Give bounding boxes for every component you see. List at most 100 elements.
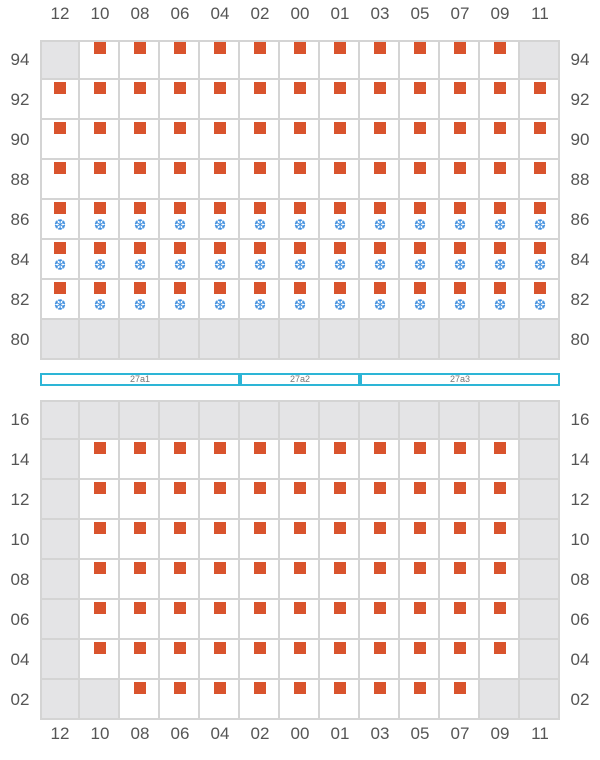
lower-seat-cell-06-06[interactable]	[160, 600, 200, 640]
seat-square-icon[interactable]	[254, 122, 266, 134]
lower-seat-cell-02-08[interactable]	[240, 560, 280, 600]
seat-square-icon[interactable]	[174, 242, 186, 254]
upper-seat-cell-11-88[interactable]	[520, 160, 560, 200]
seat-square-icon[interactable]	[414, 562, 426, 574]
seat-square-icon[interactable]	[134, 242, 146, 254]
seat-square-icon[interactable]	[214, 602, 226, 614]
seat-square-icon[interactable]	[534, 242, 546, 254]
seat-square-icon[interactable]	[134, 82, 146, 94]
seat-square-icon[interactable]	[414, 482, 426, 494]
upper-seat-cell-03-90[interactable]	[360, 120, 400, 160]
upper-seat-cell-09-86[interactable]: ❆	[480, 200, 520, 240]
lower-seat-cell-07-14[interactable]	[440, 440, 480, 480]
seat-square-icon[interactable]	[414, 82, 426, 94]
upper-seat-cell-12-82[interactable]: ❆	[40, 280, 80, 320]
seat-square-icon[interactable]	[454, 602, 466, 614]
seat-square-icon[interactable]	[374, 282, 386, 294]
seat-square-icon[interactable]	[454, 122, 466, 134]
upper-seat-cell-01-86[interactable]: ❆	[320, 200, 360, 240]
seat-square-icon[interactable]	[174, 442, 186, 454]
lower-seat-cell-05-08[interactable]	[400, 560, 440, 600]
upper-seat-cell-12-84[interactable]: ❆	[40, 240, 80, 280]
upper-seat-cell-04-84[interactable]: ❆	[200, 240, 240, 280]
lower-seat-cell-01-04[interactable]	[320, 640, 360, 680]
seat-square-icon[interactable]	[454, 162, 466, 174]
seat-square-icon[interactable]	[454, 642, 466, 654]
seat-square-icon[interactable]	[414, 282, 426, 294]
lower-seat-cell-02-06[interactable]	[240, 600, 280, 640]
lower-seat-cell-09-06[interactable]	[480, 600, 520, 640]
seat-square-icon[interactable]	[534, 82, 546, 94]
upper-seat-cell-10-88[interactable]	[80, 160, 120, 200]
seat-square-icon[interactable]	[214, 682, 226, 694]
upper-seat-cell-10-90[interactable]	[80, 120, 120, 160]
seat-square-icon[interactable]	[214, 642, 226, 654]
upper-seat-cell-12-90[interactable]	[40, 120, 80, 160]
upper-seat-cell-04-86[interactable]: ❆	[200, 200, 240, 240]
lower-seat-cell-00-08[interactable]	[280, 560, 320, 600]
lower-seat-cell-05-04[interactable]	[400, 640, 440, 680]
upper-seat-cell-04-94[interactable]	[200, 40, 240, 80]
lower-seat-cell-08-12[interactable]	[120, 480, 160, 520]
seat-square-icon[interactable]	[494, 562, 506, 574]
seat-square-icon[interactable]	[414, 642, 426, 654]
lower-seat-cell-07-12[interactable]	[440, 480, 480, 520]
upper-seat-cell-07-92[interactable]	[440, 80, 480, 120]
seat-square-icon[interactable]	[374, 242, 386, 254]
seat-square-icon[interactable]	[294, 522, 306, 534]
upper-seat-cell-08-86[interactable]: ❆	[120, 200, 160, 240]
upper-seat-cell-09-84[interactable]: ❆	[480, 240, 520, 280]
lower-seat-cell-02-04[interactable]	[240, 640, 280, 680]
upper-seat-cell-08-92[interactable]	[120, 80, 160, 120]
lower-seat-cell-00-12[interactable]	[280, 480, 320, 520]
seat-square-icon[interactable]	[254, 282, 266, 294]
lower-seat-cell-03-10[interactable]	[360, 520, 400, 560]
lower-seat-cell-09-08[interactable]	[480, 560, 520, 600]
seat-square-icon[interactable]	[294, 482, 306, 494]
section-bar-27a2[interactable]: 27a2	[240, 373, 360, 386]
upper-seat-cell-12-88[interactable]	[40, 160, 80, 200]
seat-square-icon[interactable]	[334, 482, 346, 494]
seat-square-icon[interactable]	[334, 282, 346, 294]
upper-seat-cell-12-92[interactable]	[40, 80, 80, 120]
seat-square-icon[interactable]	[294, 442, 306, 454]
seat-square-icon[interactable]	[494, 482, 506, 494]
seat-square-icon[interactable]	[374, 82, 386, 94]
lower-seat-cell-10-14[interactable]	[80, 440, 120, 480]
seat-square-icon[interactable]	[214, 42, 226, 54]
lower-seat-cell-00-02[interactable]	[280, 680, 320, 720]
upper-seat-cell-06-90[interactable]	[160, 120, 200, 160]
seat-square-icon[interactable]	[214, 122, 226, 134]
lower-seat-cell-05-12[interactable]	[400, 480, 440, 520]
upper-seat-cell-03-82[interactable]: ❆	[360, 280, 400, 320]
lower-seat-cell-03-04[interactable]	[360, 640, 400, 680]
lower-seat-cell-04-02[interactable]	[200, 680, 240, 720]
upper-seat-cell-06-92[interactable]	[160, 80, 200, 120]
seat-square-icon[interactable]	[174, 682, 186, 694]
seat-square-icon[interactable]	[494, 242, 506, 254]
seat-square-icon[interactable]	[454, 442, 466, 454]
upper-seat-cell-12-86[interactable]: ❆	[40, 200, 80, 240]
upper-seat-cell-05-82[interactable]: ❆	[400, 280, 440, 320]
seat-square-icon[interactable]	[94, 602, 106, 614]
upper-seat-cell-05-88[interactable]	[400, 160, 440, 200]
upper-seat-cell-08-94[interactable]	[120, 40, 160, 80]
lower-seat-cell-05-10[interactable]	[400, 520, 440, 560]
lower-seat-cell-02-10[interactable]	[240, 520, 280, 560]
upper-seat-cell-03-86[interactable]: ❆	[360, 200, 400, 240]
seat-square-icon[interactable]	[374, 562, 386, 574]
upper-seat-cell-01-90[interactable]	[320, 120, 360, 160]
seat-square-icon[interactable]	[94, 562, 106, 574]
upper-seat-cell-10-86[interactable]: ❆	[80, 200, 120, 240]
seat-square-icon[interactable]	[134, 282, 146, 294]
upper-seat-cell-02-90[interactable]	[240, 120, 280, 160]
upper-seat-cell-02-84[interactable]: ❆	[240, 240, 280, 280]
seat-square-icon[interactable]	[294, 642, 306, 654]
upper-seat-cell-08-88[interactable]	[120, 160, 160, 200]
upper-seat-cell-00-90[interactable]	[280, 120, 320, 160]
seat-square-icon[interactable]	[414, 522, 426, 534]
upper-seat-cell-11-82[interactable]: ❆	[520, 280, 560, 320]
upper-seat-cell-07-88[interactable]	[440, 160, 480, 200]
lower-seat-cell-04-08[interactable]	[200, 560, 240, 600]
upper-seat-cell-01-92[interactable]	[320, 80, 360, 120]
